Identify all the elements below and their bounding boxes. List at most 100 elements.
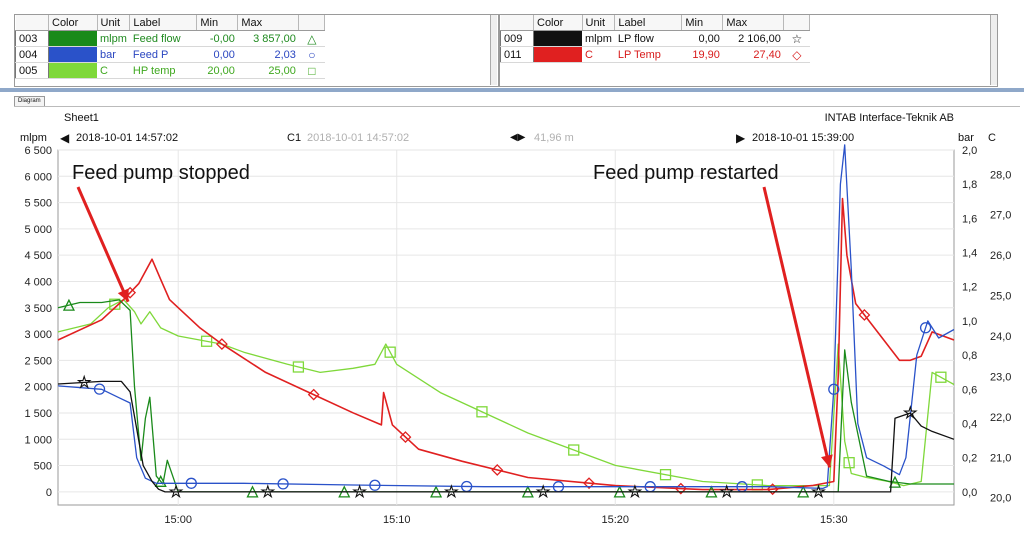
data-point-lp-temp bbox=[215, 338, 228, 350]
y-c-tick-label: 24,0 bbox=[990, 331, 1011, 343]
time-span: 41,96 m bbox=[534, 132, 574, 144]
legend-header-label: Label bbox=[614, 15, 683, 31]
y-left-tick-label: 1 000 bbox=[24, 434, 52, 446]
legend-header-label: Label bbox=[129, 15, 198, 31]
celsius-axis-unit: C bbox=[988, 132, 996, 144]
data-point-lp-flow bbox=[443, 484, 459, 499]
data-point-lp-flow bbox=[168, 484, 184, 499]
legend-header-color: Color bbox=[48, 15, 98, 31]
sheet-title: Sheet1 bbox=[64, 112, 99, 124]
star-marker-icon: ☆ bbox=[783, 30, 810, 47]
channel-id: 011 bbox=[500, 46, 534, 63]
plot-area bbox=[57, 149, 955, 506]
label: Feed P bbox=[129, 46, 197, 63]
y-c-tick-label: 28,0 bbox=[990, 169, 1011, 181]
y-bar-tick-label: 1,0 bbox=[962, 316, 977, 328]
color-swatch bbox=[533, 46, 582, 63]
y-c-tick-label: 20,0 bbox=[990, 493, 1011, 505]
panel-divider[interactable] bbox=[0, 88, 1024, 92]
data-point-feed-p bbox=[277, 478, 289, 490]
y-left-tick-label: 500 bbox=[34, 461, 52, 473]
square-marker-icon: □ bbox=[298, 62, 325, 79]
y-c-tick-label: 27,0 bbox=[990, 210, 1011, 222]
tab-diagram[interactable]: Diagram bbox=[14, 96, 45, 106]
bar-axis-unit: bar bbox=[958, 132, 974, 144]
legend-row-hp-temp[interactable]: 005 C HP temp 20,00 25,00 □ bbox=[15, 62, 325, 79]
x-tick-label: 15:10 bbox=[383, 514, 411, 526]
y-left-tick-label: 6 000 bbox=[24, 171, 52, 183]
cursor-time: 2018-10-01 14:57:02 bbox=[307, 132, 410, 144]
y-c-tick-label: 21,0 bbox=[990, 452, 1011, 464]
company-name: INTAB Interface-Teknik AB bbox=[824, 112, 954, 124]
legend-right-table: Color Unit Label Min Max 009 mlpm LP flo… bbox=[499, 14, 998, 87]
y-c-tick-label: 25,0 bbox=[990, 291, 1011, 303]
y-bar-tick-label: 0,2 bbox=[962, 453, 977, 465]
data-point-lp-flow bbox=[627, 484, 643, 499]
legend-row-lp-flow[interactable]: 009 mlpm LP flow 0,00 2 106,00 ☆ bbox=[500, 30, 810, 47]
y-left-tick-label: 4 000 bbox=[24, 276, 52, 288]
x-tick-label: 15:00 bbox=[164, 514, 192, 526]
data-point-feed-p bbox=[93, 383, 106, 395]
y-bar-tick-label: 0,0 bbox=[962, 487, 977, 499]
panel-border bbox=[14, 106, 1020, 107]
min-value: 0,00 bbox=[681, 30, 723, 47]
min-value: 20,00 bbox=[196, 62, 238, 79]
max-value: 2 106,00 bbox=[722, 30, 784, 47]
data-point-lp-flow bbox=[811, 484, 826, 499]
start-time[interactable]: 2018-10-01 14:57:02 bbox=[76, 132, 179, 144]
span-arrows-icon[interactable]: ◀▶ bbox=[510, 132, 526, 143]
y-bar-tick-label: 1,4 bbox=[962, 248, 977, 260]
color-swatch bbox=[48, 30, 97, 47]
annotation-feed-pump-restarted: Feed pump restarted bbox=[593, 162, 779, 184]
y-left-tick-label: 6 500 bbox=[24, 145, 52, 157]
data-point-hp-temp bbox=[292, 361, 305, 373]
step-back-icon[interactable]: ◀ bbox=[60, 131, 70, 145]
unit: mlpm bbox=[97, 30, 130, 47]
label: LP Temp bbox=[614, 46, 682, 63]
step-forward-icon[interactable]: ▶ bbox=[736, 131, 746, 145]
data-point-lp-flow bbox=[535, 484, 551, 499]
data-point-hp-temp bbox=[384, 346, 396, 358]
legend-left-table: Color Unit Label Min Max 003 mlpm Feed f… bbox=[14, 14, 499, 87]
circle-marker-icon: ○ bbox=[298, 46, 325, 63]
y-left-tick-label: 1 500 bbox=[24, 408, 52, 420]
y-left-tick-label: 2 000 bbox=[24, 382, 52, 394]
color-swatch bbox=[48, 62, 97, 79]
unit: C bbox=[582, 46, 615, 63]
arrow-feed-pump-restarted-head bbox=[821, 454, 833, 468]
legend-row-feed-p[interactable]: 004 bar Feed P 0,00 2,03 ○ bbox=[15, 46, 325, 63]
min-value: 0,00 bbox=[196, 46, 238, 63]
series-line-hp-temp bbox=[57, 298, 955, 487]
legend-row-feed-flow[interactable]: 003 mlpm Feed flow -0,00 3 857,00 △ bbox=[15, 30, 325, 47]
data-point-lp-flow bbox=[260, 484, 276, 499]
y-c-tick-label: 23,0 bbox=[990, 371, 1011, 383]
legend-header-color: Color bbox=[533, 15, 583, 31]
cursor-label: C1 bbox=[287, 132, 302, 144]
y-bar-tick-label: 1,6 bbox=[962, 213, 977, 225]
data-point-lp-temp bbox=[583, 477, 595, 490]
y-left-tick-label: 5 500 bbox=[24, 198, 52, 210]
y-bar-tick-label: 2,0 bbox=[962, 145, 977, 157]
diamond-marker-icon: ◇ bbox=[783, 46, 810, 63]
unit: bar bbox=[97, 46, 130, 63]
legend-header-row: Color Unit Label Min Max bbox=[15, 15, 326, 31]
legend-row-lp-temp[interactable]: 011 C LP Temp 19,90 27,40 ◇ bbox=[500, 46, 810, 63]
left-axis-unit: mlpm bbox=[20, 132, 47, 144]
data-point-hp-temp bbox=[109, 298, 121, 310]
legend-right-scrollbar[interactable] bbox=[990, 15, 997, 85]
y-left-tick-label: 0 bbox=[46, 487, 52, 499]
data-point-feed-p bbox=[185, 477, 197, 489]
y-c-tick-label: 26,0 bbox=[990, 250, 1011, 262]
data-point-feed-p bbox=[369, 479, 381, 491]
y-bar-tick-label: 0,8 bbox=[962, 350, 977, 362]
end-time[interactable]: 2018-10-01 15:39:00 bbox=[752, 132, 855, 144]
data-point-lp-temp bbox=[491, 464, 504, 476]
y-bar-tick-label: 1,2 bbox=[962, 282, 977, 294]
legend-left-scrollbar[interactable] bbox=[490, 15, 497, 85]
arrow-feed-pump-stopped-head bbox=[117, 288, 129, 302]
data-point-hp-temp bbox=[935, 371, 947, 383]
data-point-feed-p bbox=[919, 322, 932, 334]
data-point-lp-flow bbox=[352, 484, 368, 499]
y-bar-tick-label: 0,4 bbox=[962, 418, 977, 430]
